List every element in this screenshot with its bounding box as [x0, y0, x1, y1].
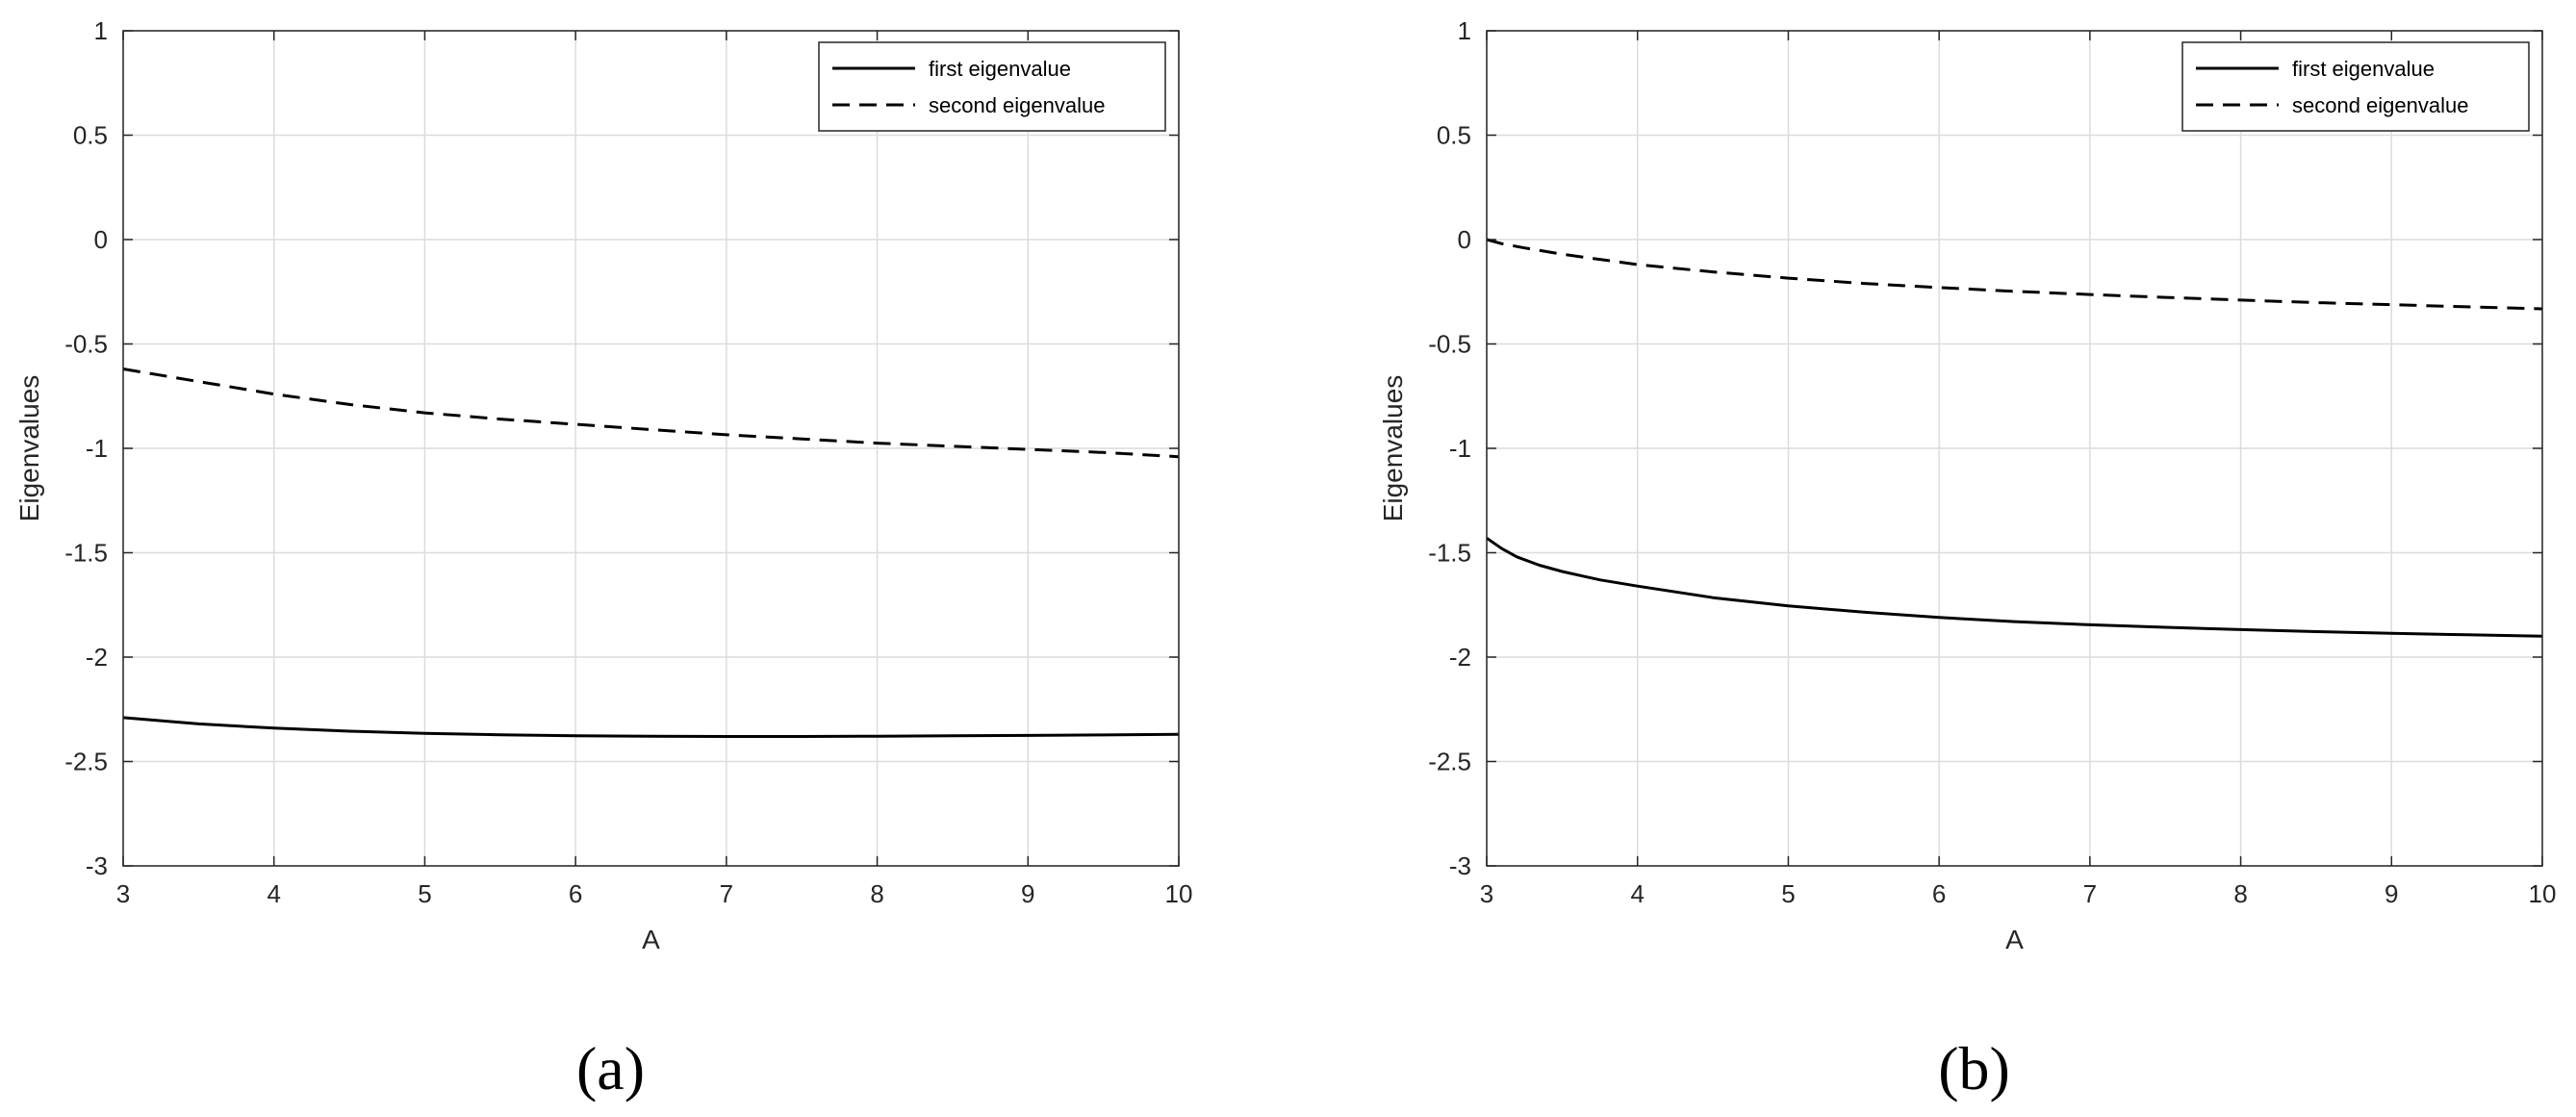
legend-label-first-eigenvalue: first eigenvalue	[2292, 57, 2435, 81]
y-tick-label: 0.5	[1437, 121, 1471, 150]
y-tick-label: -0.5	[1428, 330, 1471, 359]
x-tick-label: 8	[2233, 879, 2247, 908]
y-tick-label: 0	[1458, 225, 1471, 254]
x-tick-label: 3	[1480, 879, 1493, 908]
ticks-a: 3 4 5 6 7 8 9 10 -3 -2.5 -2 -1.5 -1 -0.5 0 0.5 1	[64, 16, 1192, 908]
x-axis-title-a: A	[642, 925, 660, 954]
y-tick-label: -2	[86, 643, 108, 672]
series-line-second-eigenvalue	[122, 368, 1180, 459]
curves-a	[122, 368, 1180, 738]
y-tick-label: 0	[94, 225, 108, 254]
x-axis-title-b: A	[2005, 925, 2024, 954]
legend-box-b	[2181, 41, 2530, 132]
x-tick-label: 6	[1932, 879, 1946, 908]
x-tick-label: 5	[418, 879, 431, 908]
x-tick-label: 5	[1781, 879, 1795, 908]
grid-b	[1486, 30, 2543, 867]
series-line-first-eigenvalue	[1486, 537, 2543, 638]
legend-label-second-eigenvalue: second eigenvalue	[2292, 93, 2468, 117]
x-tick-label: 9	[1021, 879, 1034, 908]
x-tick-label: 10	[1165, 879, 1193, 908]
x-tick-label: 7	[2083, 879, 2097, 908]
y-tick-label: -1.5	[1428, 539, 1471, 568]
chart-panel-a: 3 4 5 6 7 8 9 10 -3 -2.5 -2 -1.5 -1 -0.5 0 0.5 1 first e…	[14, 16, 1192, 1103]
y-tick-label: 1	[1458, 16, 1471, 45]
y-tick-label: 1	[94, 16, 108, 45]
y-tick-label: -2.5	[1428, 748, 1471, 776]
legend-label-first-eigenvalue: first eigenvalue	[929, 57, 1071, 81]
chart-panel-b: 3 4 5 6 7 8 9 10 -3 -2.5 -2 -1.5 -1 -0.5 0 0.5 1 first e…	[1378, 16, 2556, 1103]
x-tick-label: 4	[1630, 879, 1644, 908]
x-tick-label: 10	[2529, 879, 2557, 908]
series-line-second-eigenvalue	[1486, 238, 2543, 311]
y-tick-label: -2	[1449, 643, 1471, 672]
legend-box-a	[818, 41, 1166, 132]
legend-label-second-eigenvalue: second eigenvalue	[929, 93, 1105, 117]
legend-a: first eigenvalue second eigenvalue	[818, 41, 1166, 132]
x-tick-label: 8	[870, 879, 883, 908]
panel-label-b: (b)	[1938, 1034, 2010, 1103]
x-tick-label: 4	[267, 879, 280, 908]
x-tick-label: 9	[2385, 879, 2398, 908]
y-tick-label: -1	[86, 434, 108, 463]
ticks-b: 3 4 5 6 7 8 9 10 -3 -2.5 -2 -1.5 -1 -0.5 0 0.5 1	[1428, 16, 2556, 908]
x-tick-label: 6	[569, 879, 582, 908]
y-tick-label: -3	[86, 851, 108, 880]
series-line-first-eigenvalue	[122, 716, 1180, 738]
y-axis-title-b: Eigenvalues	[1378, 375, 1408, 522]
y-tick-label: 0.5	[73, 121, 108, 150]
panel-label-a: (a)	[576, 1034, 645, 1103]
y-axis-title-a: Eigenvalues	[14, 375, 44, 522]
legend-b: first eigenvalue second eigenvalue	[2181, 41, 2530, 132]
y-tick-label: -1.5	[64, 539, 108, 568]
curves-b	[1486, 238, 2543, 638]
y-tick-label: -3	[1449, 851, 1471, 880]
y-tick-label: -1	[1449, 434, 1471, 463]
x-tick-label: 3	[116, 879, 130, 908]
y-tick-label: -0.5	[64, 330, 108, 359]
x-tick-label: 7	[720, 879, 733, 908]
y-tick-label: -2.5	[64, 748, 108, 776]
